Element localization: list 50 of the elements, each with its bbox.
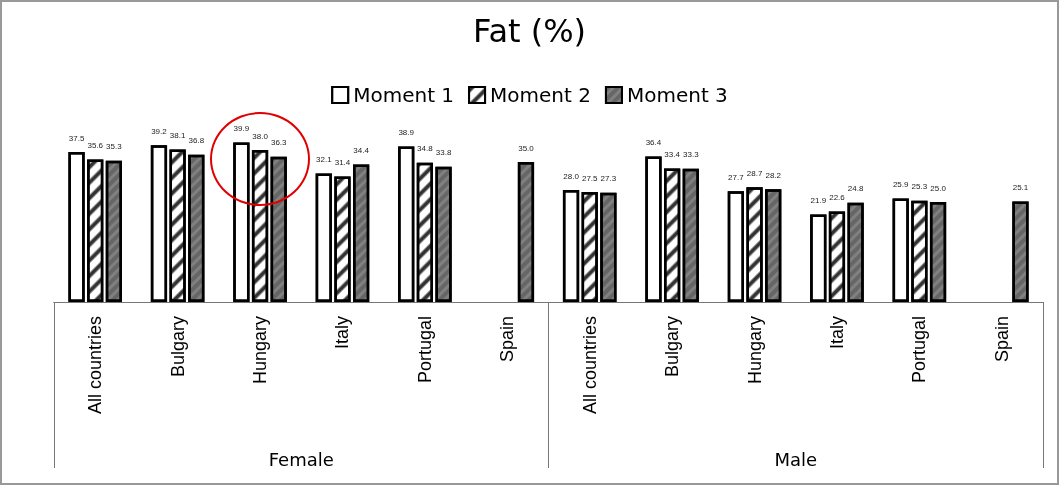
text: Male <box>774 448 818 470</box>
x-tick-label: Portugal <box>414 316 435 384</box>
legend-label: Moment 1 <box>353 83 455 107</box>
data-label: 38.0 <box>252 131 269 141</box>
legend-label: Moment 2 <box>490 83 591 107</box>
x-tick-label: All countries <box>85 316 106 415</box>
data-label: 31.4 <box>334 157 351 167</box>
data-label: 28.2 <box>765 170 782 180</box>
data-label: 33.3 <box>683 150 700 160</box>
x-tick-label: Hungary <box>744 316 765 385</box>
data-label: 27.7 <box>728 172 745 182</box>
x-tick-label: Portugal <box>909 316 930 384</box>
data-label: 25.9 <box>892 179 910 189</box>
x-tick-label: Italy <box>826 316 847 350</box>
data-label: 33.4 <box>664 149 681 159</box>
data-label: 37.5 <box>68 133 85 143</box>
chart-title: Fat (%) <box>472 12 587 50</box>
data-label: 38.1 <box>169 131 186 141</box>
data-label: 27.3 <box>600 174 617 184</box>
data-label: 34.4 <box>353 145 370 155</box>
x-tick-label: Spain <box>497 316 518 363</box>
data-label: 33.8 <box>435 148 452 158</box>
x-tick-label: Bulgary <box>662 316 683 378</box>
data-label: 36.4 <box>645 137 662 147</box>
data-label: 32.1 <box>316 155 333 165</box>
x-tick-label: Italy <box>332 316 353 350</box>
legend-label: Moment 3 <box>626 83 728 107</box>
data-label: 25.1 <box>1012 183 1029 193</box>
data-label: 38.9 <box>398 127 415 137</box>
data-label: 34.8 <box>417 144 434 154</box>
data-label: 36.3 <box>270 138 288 148</box>
data-label: 27.5 <box>581 173 599 183</box>
data-label: 28.7 <box>746 168 763 178</box>
data-label: 25.3 <box>911 182 928 192</box>
data-label: 28.0 <box>563 171 580 181</box>
data-label: 21.9 <box>810 195 827 205</box>
data-label: 36.8 <box>188 136 205 146</box>
data-label: 35.3 <box>106 142 123 152</box>
x-tick-label: All countries <box>579 316 600 415</box>
data-label: 24.8 <box>847 184 864 194</box>
data-label: 35.0 <box>518 143 535 153</box>
data-label: 39.2 <box>151 126 168 136</box>
data-label: 39.9 <box>233 123 250 133</box>
x-tick-label: Spain <box>991 316 1012 363</box>
data-label: 22.6 <box>829 193 846 203</box>
x-tick-label: Bulgary <box>167 316 188 378</box>
text: Female <box>268 448 334 470</box>
data-label: 25.0 <box>930 183 947 193</box>
x-tick-label: Hungary <box>250 316 271 385</box>
data-label: 35.6 <box>87 141 104 151</box>
